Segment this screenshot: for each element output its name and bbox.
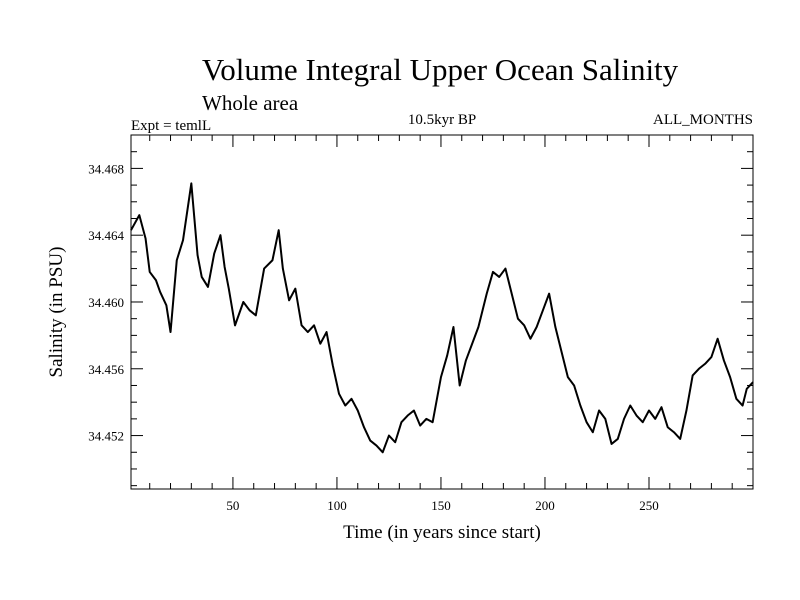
period-note: 10.5kyr BP (408, 112, 476, 128)
months-note: ALL_MONTHS (653, 112, 753, 128)
chart-title: Volume Integral Upper Ocean Salinity (202, 52, 679, 87)
y-tick-label: 34.468 (88, 161, 124, 176)
y-tick-label: 34.464 (88, 228, 124, 243)
x-tick-label: 100 (327, 498, 347, 513)
x-tick-label: 250 (639, 498, 659, 513)
y-tick-labels: 34.452 34.456 34.460 34.464 34.468 (88, 161, 124, 443)
y-axis-label: Salinity (in PSU) (46, 247, 67, 378)
x-tick-label: 150 (431, 498, 451, 513)
chart-subtitle: Whole area (202, 91, 299, 115)
x-tick-label: 200 (535, 498, 555, 513)
axis-ticks (131, 134, 754, 489)
x-tick-label: 50 (226, 498, 239, 513)
x-tick-labels: 50 100 150 200 250 (226, 498, 658, 513)
experiment-note: Expt = temlL (131, 118, 211, 134)
y-tick-label: 34.456 (88, 362, 124, 377)
x-axis-label: Time (in years since start) (343, 522, 541, 543)
y-tick-label: 34.452 (88, 429, 124, 444)
y-tick-label: 34.460 (88, 295, 124, 310)
salinity-series-line (130, 182, 754, 454)
plot-frame (130, 134, 754, 490)
